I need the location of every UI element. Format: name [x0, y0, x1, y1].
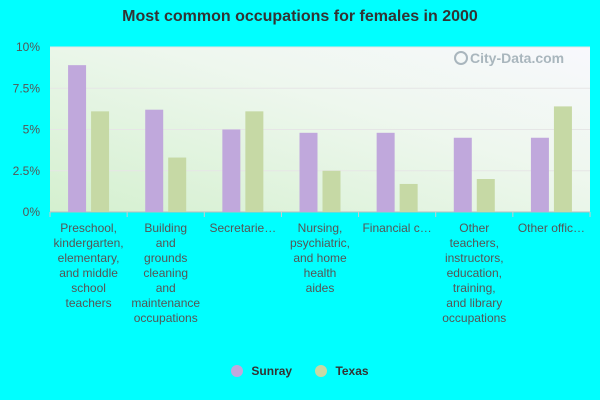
x-category-label: Secretarie…: [210, 221, 277, 235]
bar-sunray: [299, 132, 318, 212]
bar-sunray: [453, 137, 472, 212]
legend-item-sunray: Sunray: [231, 364, 292, 378]
bar-sunray: [530, 137, 549, 212]
y-axis: 0% 2.5% 5% 7.5% 10%: [13, 40, 41, 219]
y-tick-label: 7.5%: [13, 81, 41, 95]
legend-swatch-sunray: [231, 365, 244, 377]
bar-texas: [553, 106, 572, 212]
x-axis: Preschool, kindergarten, elementary, and mi…: [49, 212, 591, 325]
bar-sunray: [68, 65, 87, 213]
y-tick-label: 0%: [23, 205, 41, 219]
chart-title: Most common occupations for females in 2…: [122, 8, 478, 25]
x-category-label: Building and grounds cleaning and maintenance…: [131, 221, 200, 325]
gridlines: [50, 46, 590, 213]
bar-texas: [476, 179, 495, 212]
bar-sunray: [145, 109, 164, 212]
bar-texas: [91, 111, 110, 212]
x-category-label: Other teachers, instructors, education, trai…: [442, 221, 506, 325]
bars: [68, 65, 572, 213]
legend-label-texas: Texas: [335, 364, 369, 378]
bar-texas: [399, 183, 418, 212]
legend-swatch-texas: [315, 365, 328, 377]
legend-label-sunray: Sunray: [251, 364, 293, 378]
legend: Sunray Texas: [0, 364, 600, 380]
y-tick-label: 5%: [23, 123, 41, 137]
watermark: City-Data.com: [454, 50, 564, 66]
y-tick-label: 10%: [16, 40, 40, 54]
bar-texas: [245, 111, 264, 212]
x-category-label: Nursing, psychiatric, and home health aides: [290, 221, 350, 295]
legend-item-texas: Texas: [315, 364, 369, 378]
bar-sunray: [376, 132, 395, 212]
bar-texas: [322, 170, 341, 212]
x-category-label: Preschool, kindergarten, elementary, and mi…: [54, 221, 124, 310]
bar-texas: [168, 157, 187, 212]
watermark-text: City-Data.com: [470, 50, 564, 66]
bar-sunray: [222, 129, 241, 212]
x-category-label: Other offic…: [518, 221, 585, 235]
x-category-label: Financial c…: [362, 221, 431, 235]
y-tick-label: 2.5%: [13, 164, 41, 178]
